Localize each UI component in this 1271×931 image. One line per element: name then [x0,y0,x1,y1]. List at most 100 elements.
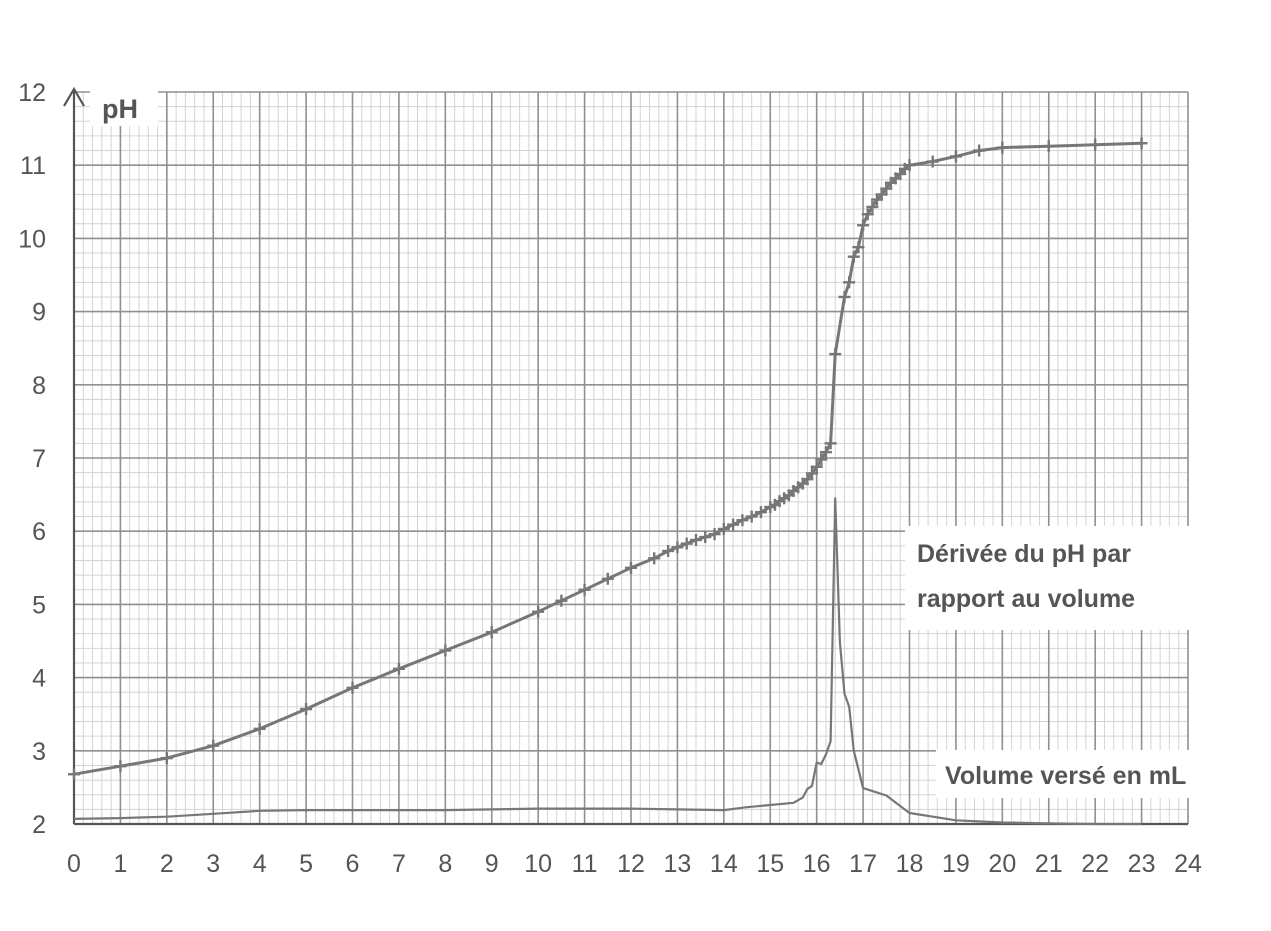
ph-data-point [1089,138,1102,151]
x-tick-label: 8 [438,850,452,878]
ylabel-background [90,88,158,126]
x-tick-label: 13 [664,850,692,878]
y-tick-label: 2 [32,811,46,839]
ph-data-point [857,219,870,232]
x-tick-label: 24 [1174,850,1202,878]
ph-data-point [114,760,127,773]
y-tick-label: 9 [32,299,46,327]
ph-data-point [601,572,614,585]
ph-data-point [555,594,568,607]
ph-data-point [300,703,313,716]
markers-layer [68,137,1148,781]
x-tick-label: 7 [392,850,406,878]
ph-data-point [996,141,1009,154]
y-tick-label: 8 [32,372,46,400]
ph-data-point [829,348,842,361]
ph-data-point [439,644,452,657]
tick-labels: 0 1 2 3 4 5 6 7 8 9 10 11 12 13 14 15 16 17 18 19 20 21 22 23 24… [18,79,1202,878]
ph-data-point [1135,137,1148,150]
x-tick-label: 18 [896,850,924,878]
ph-data-point [689,533,702,546]
x-tick-label: 12 [617,850,645,878]
ph-data-point [207,739,220,752]
ph-data-point [392,662,405,675]
x-tick-label: 9 [485,850,499,878]
y-tick-label: 11 [20,152,46,180]
x-tick-label: 15 [756,850,784,878]
ph-data-point [727,518,740,531]
ph-data-point [847,250,860,263]
derivative-curve [73,497,1142,826]
x-tick-label: 16 [803,850,831,878]
ph-data-point [973,144,986,157]
ph-data-point [346,681,359,694]
annotation-line-2: rapport au volume [917,585,1135,613]
xlabel-background [936,750,1262,798]
x-tick-label: 17 [849,850,877,878]
ph-data-point [671,541,684,554]
x-tick-label: 20 [988,850,1016,878]
y-tick-label: 6 [32,518,46,546]
y-axis-arrow [63,86,85,107]
ph-curve [73,141,1142,776]
y-axis-title: pH [102,94,138,124]
ph-data-point [838,290,851,303]
x-tick-label: 21 [1035,850,1063,878]
x-tick-label: 2 [160,850,174,878]
ph-data-point [843,276,856,289]
ph-data-point [806,467,819,480]
annotation-line-1: Dérivée du pH par [917,540,1131,568]
x-tick-label: 22 [1081,850,1109,878]
y-tick-label: 5 [32,591,46,619]
ph-data-point [866,200,879,213]
x-tick-label: 3 [206,850,220,878]
x-tick-label: 19 [942,850,970,878]
ph-data-point [662,544,675,557]
ph-data-point [708,528,721,541]
x-tick-label: 0 [67,850,81,878]
ph-data-point [717,523,730,536]
label-boxes [90,88,1262,798]
ph-data-point [754,506,767,519]
ph-data-point [926,155,939,168]
ph-data-point [578,583,591,596]
axes [63,86,1188,826]
ph-data-point [699,531,712,544]
ph-data-point [824,437,837,450]
y-tick-label: 7 [32,445,46,473]
ph-data-point [160,752,173,765]
ph-data-point [852,241,865,254]
x-tick-label: 5 [299,850,313,878]
x-tick-label: 1 [113,850,127,878]
series-layer [73,141,1142,826]
ph-data-point [736,514,749,527]
y-tick-label: 10 [18,225,46,253]
ph-data-point [1042,140,1055,153]
ph-data-point [68,768,80,781]
ph-data-point [485,626,498,639]
ph-data-point [680,537,693,550]
ph-data-point [903,159,916,172]
x-tick-label: 11 [572,850,598,878]
y-tick-label: 3 [32,738,46,766]
ph-data-point [810,460,823,473]
ph-data-point [625,561,637,574]
ph-data-point [253,722,266,735]
ph-data-point [648,552,661,565]
x-tick-label: 4 [253,850,267,878]
y-tick-label: 12 [18,79,46,107]
x-tick-label: 14 [710,850,738,878]
ph-data-point [819,446,832,459]
x-tick-label: 10 [524,850,552,878]
ph-data-point [815,453,828,466]
ph-data-point [861,208,874,221]
ph-data-point [745,510,758,523]
x-axis-title: Volume versé en mL [945,762,1186,790]
ph-data-point [532,605,545,618]
y-tick-label: 4 [32,665,46,693]
ph-data-point [949,150,962,163]
annotation-background [905,526,1207,630]
x-tick-label: 23 [1128,850,1156,878]
x-tick-label: 6 [346,850,360,878]
